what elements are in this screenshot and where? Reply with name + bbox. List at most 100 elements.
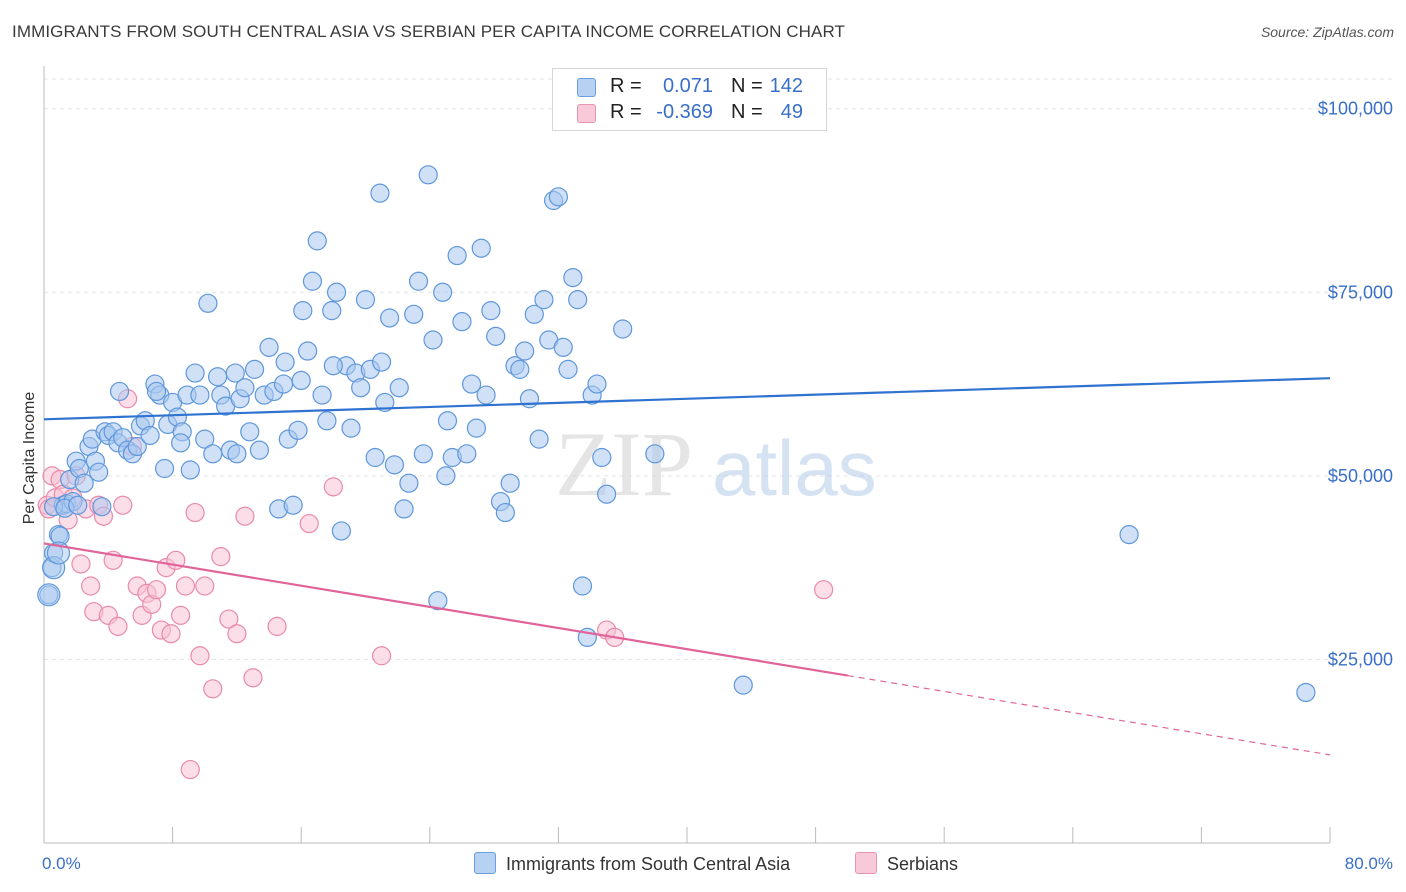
data-point <box>461 374 482 394</box>
y-axis-label: Per Capita Income <box>21 392 38 525</box>
series-legend-south-central-asia: Immigrants from South Central Asia <box>474 852 790 875</box>
data-point <box>273 374 294 394</box>
trend-line-south-central-asia <box>43 377 1331 421</box>
series-swatch-pink <box>855 852 877 874</box>
data-point <box>307 231 327 251</box>
x-tick-label-min: 0.0% <box>42 854 81 873</box>
legend-r-value: 0.071 <box>662 75 713 97</box>
data-point <box>195 576 215 596</box>
data-point <box>198 293 218 313</box>
data-point <box>471 238 491 258</box>
x-tick-label-max: 80.0% <box>1345 854 1393 873</box>
series-legend-serbians: Serbians <box>855 852 958 875</box>
data-point-large <box>37 583 61 607</box>
data-point <box>171 433 191 453</box>
data-point <box>447 245 467 266</box>
trend-line-serbians <box>43 542 848 677</box>
data-point <box>299 513 319 534</box>
data-point <box>486 326 506 346</box>
data-point <box>195 429 215 449</box>
data-point <box>394 499 414 519</box>
data-point <box>524 304 544 324</box>
legend-row-serbians: R = -0.369 N = 49 <box>553 100 826 126</box>
watermark-atlas: atlas <box>712 424 877 512</box>
data-point <box>302 271 323 291</box>
data-point <box>399 473 419 493</box>
data-point <box>457 444 477 464</box>
data-point <box>375 392 395 413</box>
data-point <box>534 290 554 310</box>
data-point <box>235 378 255 398</box>
legend-r-label: R = <box>610 75 642 97</box>
legend-n-value: 142 <box>769 75 803 97</box>
series-swatch-blue <box>474 852 496 874</box>
data-point <box>563 268 583 288</box>
data-point <box>92 497 112 517</box>
data-point <box>510 359 530 379</box>
y-tick-labels: $25,000 $50,000 $75,000 $100,000 <box>1318 99 1393 670</box>
data-point <box>568 290 588 310</box>
data-point <box>389 378 409 398</box>
data-point <box>436 466 456 486</box>
data-point <box>140 425 160 446</box>
data-point <box>146 580 167 600</box>
data-point <box>423 330 443 350</box>
data-point <box>371 352 392 372</box>
data-point <box>267 616 287 636</box>
data-point <box>341 418 361 438</box>
data-point <box>428 591 448 611</box>
data-point <box>171 605 191 625</box>
data-point <box>572 576 593 596</box>
data-point <box>365 447 385 468</box>
watermark-zip: ZIP <box>555 413 693 515</box>
trend-line-serbians-extension <box>847 674 1331 756</box>
data-point <box>113 495 133 515</box>
data-point <box>558 359 578 379</box>
data-point <box>227 624 247 644</box>
data-point <box>283 495 303 515</box>
data-point <box>109 381 130 402</box>
data-point <box>466 418 487 438</box>
data-point <box>733 675 753 695</box>
data-point <box>185 363 205 383</box>
data-point <box>418 165 438 185</box>
series-name: Serbians <box>887 854 959 874</box>
data-point <box>408 271 429 291</box>
data-point <box>127 436 147 457</box>
data-point <box>154 458 175 479</box>
y-tick-label: $25,000 <box>1328 649 1393 669</box>
data-point <box>413 444 433 464</box>
data-point <box>384 455 405 475</box>
data-point <box>89 462 109 482</box>
data-point <box>180 460 200 480</box>
data-point <box>227 444 247 464</box>
south-central-asia-points <box>37 165 1316 703</box>
data-point <box>351 378 371 398</box>
data-point <box>288 420 308 440</box>
data-point <box>225 363 245 383</box>
data-point <box>500 473 520 493</box>
data-point <box>433 282 453 302</box>
data-point <box>529 429 549 449</box>
y-tick-label: $75,000 <box>1328 282 1393 302</box>
legend-swatch-pink <box>577 104 596 123</box>
data-point <box>275 352 295 372</box>
legend-swatch-blue <box>577 78 596 97</box>
legend-n-value: 49 <box>780 101 803 123</box>
data-point <box>208 367 228 387</box>
data-point <box>291 370 311 390</box>
data-point <box>323 356 343 376</box>
data-point <box>370 183 390 203</box>
data-point <box>146 381 167 402</box>
legend-n-label: N = <box>731 101 763 123</box>
data-point <box>452 312 472 332</box>
data-point <box>175 576 196 596</box>
data-point <box>190 646 210 666</box>
y-tick-label: $50,000 <box>1328 466 1393 486</box>
data-point <box>814 580 834 600</box>
data-point <box>81 576 101 596</box>
data-point <box>326 282 347 302</box>
data-point <box>190 385 210 405</box>
data-point <box>355 290 376 310</box>
